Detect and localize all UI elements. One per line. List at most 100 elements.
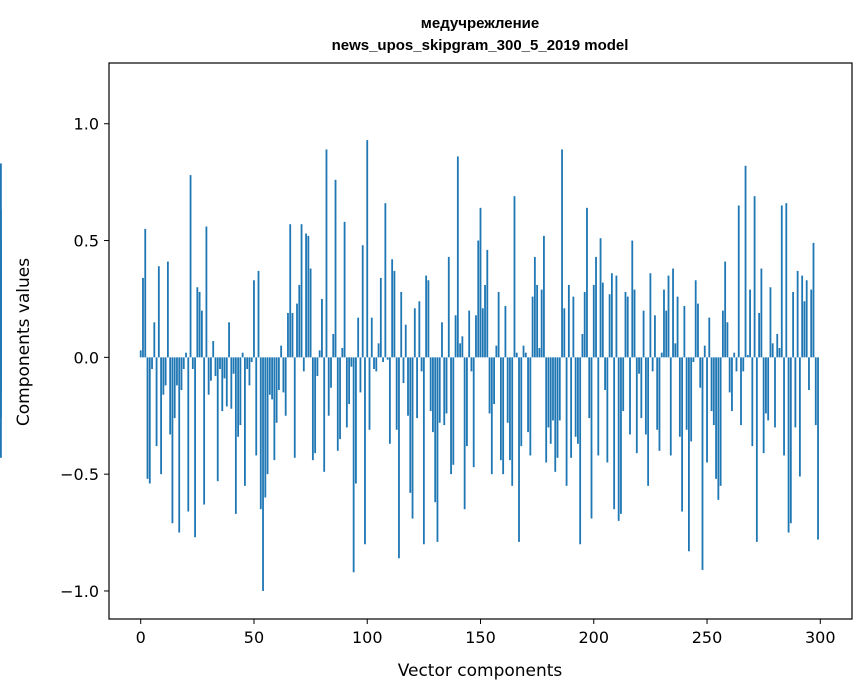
y-axis-label: Components values <box>14 258 34 426</box>
bar <box>767 357 770 421</box>
bar <box>173 357 176 419</box>
bar <box>699 357 702 388</box>
bar <box>377 343 380 358</box>
bar <box>606 357 609 463</box>
bar <box>219 357 221 370</box>
bar <box>801 275 804 358</box>
bar <box>293 357 296 458</box>
bar <box>513 196 516 358</box>
bar <box>556 357 559 458</box>
bar <box>624 291 627 358</box>
bar <box>672 268 674 358</box>
bar <box>502 357 505 475</box>
bar <box>615 275 618 358</box>
bar <box>531 296 534 358</box>
bar <box>336 357 339 451</box>
bar <box>237 357 240 437</box>
bar <box>459 343 462 358</box>
bar <box>778 348 781 358</box>
bar <box>244 357 246 486</box>
bar <box>264 357 267 498</box>
bar <box>622 357 625 412</box>
bars-group <box>0 140 819 591</box>
bar <box>157 266 160 358</box>
bar <box>518 357 520 542</box>
bar <box>311 357 314 461</box>
bar <box>427 280 430 358</box>
bar <box>370 317 373 358</box>
bar <box>298 284 301 358</box>
bar <box>744 165 747 358</box>
bar <box>187 357 190 512</box>
bar <box>393 270 396 358</box>
bar <box>146 357 149 479</box>
bar <box>543 235 545 358</box>
bar <box>402 357 405 384</box>
bar <box>529 357 532 456</box>
bar <box>635 357 638 454</box>
bar <box>785 203 788 358</box>
bar <box>721 310 724 358</box>
bar <box>810 289 813 358</box>
bar <box>710 357 713 412</box>
bar <box>443 357 446 426</box>
bar <box>817 357 819 540</box>
bar <box>409 357 412 493</box>
plot-frame <box>108 62 853 620</box>
bar <box>640 357 643 419</box>
bar <box>289 224 292 358</box>
bar <box>647 357 650 486</box>
bar <box>316 357 319 377</box>
bar <box>334 179 337 358</box>
bar <box>740 357 742 426</box>
bar <box>273 357 276 461</box>
bar <box>418 301 421 358</box>
bar <box>610 273 613 358</box>
bar <box>413 308 416 358</box>
bar <box>309 268 312 358</box>
bar <box>248 357 251 386</box>
bar <box>776 333 779 358</box>
bar <box>262 357 264 591</box>
bar <box>592 284 595 358</box>
bar <box>162 357 165 395</box>
bar <box>461 336 464 358</box>
bar <box>481 308 484 358</box>
bar <box>737 205 740 358</box>
bar <box>742 357 745 372</box>
bar <box>613 357 616 510</box>
bar <box>765 357 767 414</box>
bar <box>305 233 307 358</box>
bar <box>771 343 774 358</box>
bar <box>352 357 355 573</box>
bar <box>794 357 797 428</box>
bar <box>391 259 394 358</box>
bar <box>753 196 756 358</box>
x-tick-label: 300 <box>805 628 836 647</box>
bar <box>169 357 172 435</box>
bar <box>373 357 375 370</box>
bar <box>685 357 688 430</box>
bar <box>282 357 285 393</box>
bar <box>388 357 391 444</box>
bar <box>708 317 711 358</box>
bar <box>495 345 498 358</box>
bar <box>0 357 2 419</box>
bar <box>814 357 817 426</box>
bar <box>144 228 147 358</box>
bar <box>364 357 366 545</box>
bar <box>400 291 403 358</box>
bar <box>384 203 387 358</box>
bar <box>524 352 527 358</box>
bar <box>597 357 600 456</box>
bar <box>651 357 654 372</box>
bar <box>638 357 640 374</box>
bar <box>601 282 604 358</box>
bar <box>493 357 495 405</box>
bar <box>450 357 452 475</box>
bar <box>629 357 631 435</box>
bar <box>436 357 439 542</box>
y-tick-label: −1.0 <box>60 582 99 601</box>
bar <box>626 296 629 358</box>
bar <box>259 357 262 510</box>
